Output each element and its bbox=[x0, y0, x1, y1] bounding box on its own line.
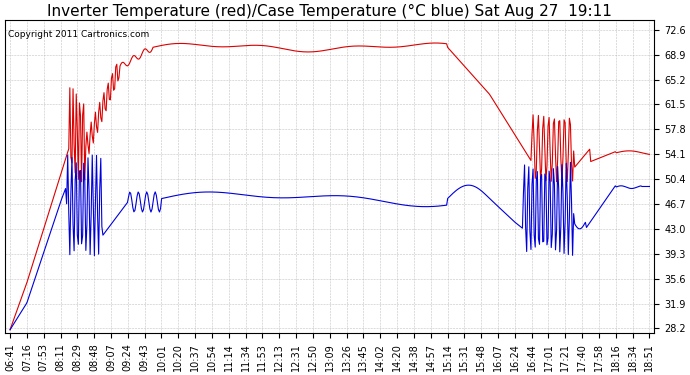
Title: Inverter Temperature (red)/Case Temperature (°C blue) Sat Aug 27  19:11: Inverter Temperature (red)/Case Temperat… bbox=[48, 4, 612, 19]
Text: Copyright 2011 Cartronics.com: Copyright 2011 Cartronics.com bbox=[8, 30, 150, 39]
